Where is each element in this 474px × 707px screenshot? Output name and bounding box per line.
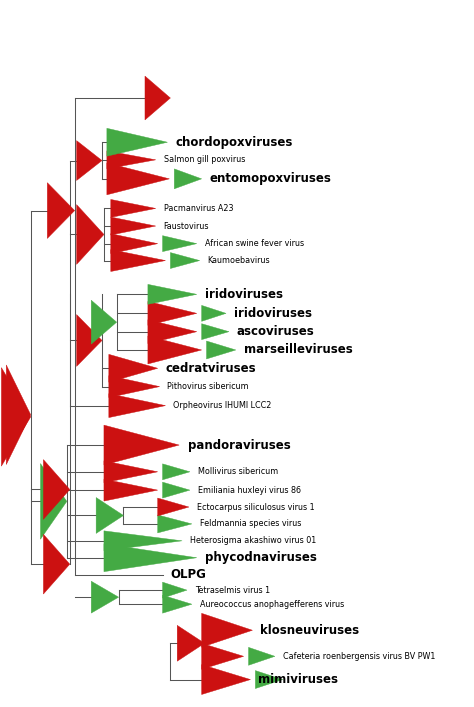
Text: ascoviruses: ascoviruses <box>237 325 315 338</box>
Text: Pithovirus sibericum: Pithovirus sibericum <box>167 382 249 391</box>
Polygon shape <box>107 163 169 195</box>
Polygon shape <box>77 141 102 180</box>
Polygon shape <box>107 151 156 169</box>
Polygon shape <box>177 626 205 661</box>
Text: phycodnaviruses: phycodnaviruses <box>205 551 317 564</box>
Text: chordopoxviruses: chordopoxviruses <box>175 136 292 148</box>
Text: Heterosigma akashiwo virus 01: Heterosigma akashiwo virus 01 <box>190 537 316 545</box>
Text: Mollivirus sibericum: Mollivirus sibericum <box>198 467 278 477</box>
Polygon shape <box>163 482 190 498</box>
Polygon shape <box>104 425 179 465</box>
Polygon shape <box>148 320 197 344</box>
Polygon shape <box>111 217 156 235</box>
Text: iridoviruses: iridoviruses <box>234 307 312 320</box>
Text: African swine fever virus: African swine fever virus <box>205 239 304 248</box>
Text: Cafeteria roenbergensis virus BV PW1: Cafeteria roenbergensis virus BV PW1 <box>283 652 435 661</box>
Text: mimiviruses: mimiviruses <box>258 673 338 686</box>
Text: Faustovirus: Faustovirus <box>164 221 209 230</box>
Text: Aureococcus anophagefferens virus: Aureococcus anophagefferens virus <box>200 600 344 609</box>
Polygon shape <box>163 235 197 252</box>
Polygon shape <box>148 336 201 364</box>
Polygon shape <box>91 581 118 613</box>
Polygon shape <box>201 305 226 321</box>
Polygon shape <box>255 671 283 689</box>
Polygon shape <box>174 169 201 189</box>
Polygon shape <box>104 479 158 501</box>
Text: Kaumoebavirus: Kaumoebavirus <box>208 256 270 265</box>
Text: iridoviruses: iridoviruses <box>205 288 283 301</box>
Text: Orpheovirus IHUMI LCC2: Orpheovirus IHUMI LCC2 <box>173 401 272 410</box>
Polygon shape <box>163 595 192 613</box>
Polygon shape <box>248 648 275 665</box>
Polygon shape <box>201 665 250 694</box>
Text: klosneuviruses: klosneuviruses <box>260 624 359 637</box>
Polygon shape <box>96 498 124 533</box>
Polygon shape <box>6 365 31 464</box>
Polygon shape <box>158 498 189 516</box>
Polygon shape <box>111 234 158 254</box>
Polygon shape <box>109 394 165 418</box>
Text: Pacmanvirus A23: Pacmanvirus A23 <box>164 204 233 213</box>
Polygon shape <box>145 76 170 120</box>
Text: marseilleviruses: marseilleviruses <box>244 344 352 356</box>
Polygon shape <box>207 341 236 359</box>
Polygon shape <box>158 515 192 533</box>
Polygon shape <box>104 544 197 572</box>
Text: Tetraselmis virus 1: Tetraselmis virus 1 <box>195 585 270 595</box>
Text: Feldmannia species virus: Feldmannia species virus <box>200 520 301 528</box>
Text: pandoraviruses: pandoraviruses <box>188 438 291 452</box>
Text: entomopoxviruses: entomopoxviruses <box>210 173 331 185</box>
Polygon shape <box>201 324 229 339</box>
Text: Emiliania huxleyi virus 86: Emiliania huxleyi virus 86 <box>198 486 301 495</box>
Text: OLPG: OLPG <box>170 568 206 581</box>
Text: cedratviruses: cedratviruses <box>165 362 256 375</box>
Polygon shape <box>109 354 158 382</box>
Polygon shape <box>1 368 31 466</box>
Text: Ectocarpus siliculosus virus 1: Ectocarpus siliculosus virus 1 <box>197 503 314 512</box>
Polygon shape <box>77 204 104 264</box>
Polygon shape <box>77 315 102 366</box>
Polygon shape <box>107 128 167 156</box>
Polygon shape <box>163 464 190 480</box>
Polygon shape <box>201 643 244 670</box>
Polygon shape <box>104 531 182 551</box>
Polygon shape <box>201 614 253 647</box>
Polygon shape <box>91 300 117 344</box>
Polygon shape <box>111 250 165 271</box>
Polygon shape <box>148 301 197 325</box>
Polygon shape <box>44 534 70 594</box>
Polygon shape <box>170 252 200 269</box>
Polygon shape <box>109 375 160 397</box>
Polygon shape <box>40 464 67 539</box>
Text: Salmon gill poxvirus: Salmon gill poxvirus <box>164 156 245 164</box>
Polygon shape <box>104 461 158 483</box>
Polygon shape <box>44 460 70 520</box>
Polygon shape <box>111 199 156 217</box>
Polygon shape <box>47 182 74 238</box>
Polygon shape <box>163 582 187 598</box>
Polygon shape <box>148 284 197 304</box>
